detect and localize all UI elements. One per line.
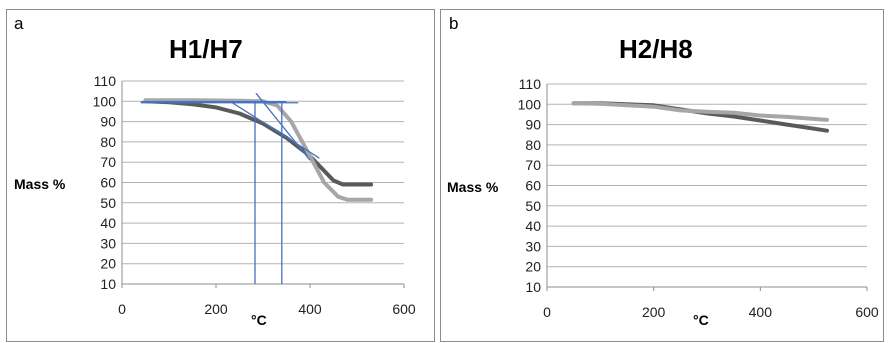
chart-title: H1/H7 xyxy=(169,34,243,64)
y-tick-label: 20 xyxy=(525,259,541,275)
tangent-line xyxy=(255,92,311,161)
y-tick-label: 40 xyxy=(525,218,541,234)
y-tick-label: 80 xyxy=(100,134,116,150)
x-axis-label: °C xyxy=(693,312,709,328)
y-tick-label: 110 xyxy=(519,76,542,92)
y-axis-label: Mass % xyxy=(447,179,499,195)
y-tick-label: 60 xyxy=(100,175,116,191)
tangent-line xyxy=(229,100,320,159)
series-line xyxy=(143,99,374,187)
x-tick-label: 600 xyxy=(392,301,416,317)
y-tick-label: 110 xyxy=(94,73,117,89)
chart-title: H2/H8 xyxy=(619,34,693,64)
y-tick-label: 100 xyxy=(518,96,542,112)
y-axis-label: Mass % xyxy=(14,176,66,192)
y-tick-label: 70 xyxy=(100,154,116,170)
chart-plot: 10 20 30 40 50 60 70 80 90 100 110 0 200 400 600 xyxy=(518,76,879,320)
y-tick-label: 50 xyxy=(100,195,116,211)
series-line xyxy=(143,98,374,202)
y-tick-label: 60 xyxy=(525,178,541,194)
x-tick-label: 400 xyxy=(298,301,322,317)
x-tick-label: 200 xyxy=(642,304,666,320)
x-tick-label: 400 xyxy=(749,304,773,320)
chart-panel-a: a H1/H7 Mass % °C 10 20 30 40 50 60 70 80 90 100 1… xyxy=(6,9,435,342)
y-tick-label: 70 xyxy=(525,157,541,173)
y-tick-label: 10 xyxy=(100,276,116,292)
chart-plot: 10 20 30 40 50 60 70 80 90 100 110 0 200 400 600 xyxy=(93,73,416,317)
y-tick-label: 80 xyxy=(525,137,541,153)
x-tick-label: 0 xyxy=(118,301,126,317)
x-axis-label: °C xyxy=(251,312,267,328)
y-tick-label: 30 xyxy=(100,235,116,251)
series-line xyxy=(571,101,829,122)
y-tick-label: 40 xyxy=(100,215,116,231)
y-tick-label: 30 xyxy=(525,238,541,254)
x-tick-label: 0 xyxy=(543,304,551,320)
y-tick-label: 10 xyxy=(525,279,541,295)
y-tick-label: 90 xyxy=(525,117,541,133)
y-tick-label: 20 xyxy=(100,256,116,272)
y-tick-label: 50 xyxy=(525,198,541,214)
y-tick-label: 90 xyxy=(100,114,116,130)
y-tick-label: 100 xyxy=(93,93,117,109)
x-tick-label: 600 xyxy=(855,304,879,320)
panel-letter: a xyxy=(14,14,24,33)
panel-letter: b xyxy=(449,14,459,33)
chart-panel-b: b H2/H8 Mass % °C 10 20 30 40 50 60 70 80 90 100 1… xyxy=(440,9,884,342)
x-tick-label: 200 xyxy=(204,301,228,317)
